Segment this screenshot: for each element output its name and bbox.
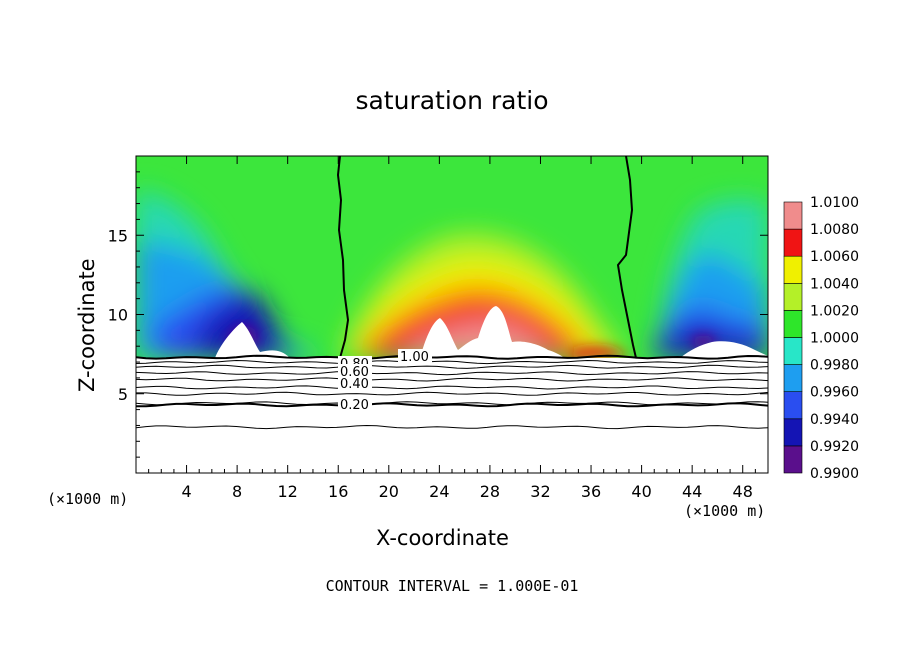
colorbar-label: 1.0040 xyxy=(810,276,859,292)
x-tick-label: 28 xyxy=(480,482,500,501)
x-tick-label: 20 xyxy=(379,482,399,501)
y-axis: 5 10 15 xyxy=(108,171,768,458)
x-axis-label: X-coordinate xyxy=(376,526,509,550)
contour-interval-note: CONTOUR INTERVAL = 1.000E-01 xyxy=(325,577,579,595)
x-tick-label: 44 xyxy=(682,482,702,501)
y-axis-label: Z-coordinate xyxy=(75,258,99,392)
x-tick-label: 16 xyxy=(328,482,348,501)
contour-line xyxy=(136,354,768,360)
vertical-contours xyxy=(336,156,637,359)
cloud-base-holes xyxy=(215,306,768,358)
colorbar-segment xyxy=(783,201,803,230)
contour-line xyxy=(136,424,768,430)
colorbar-label: 0.9900 xyxy=(810,466,859,482)
contour-line xyxy=(616,156,637,359)
colorbar-segment xyxy=(783,228,803,257)
y-tick-label: 10 xyxy=(108,306,128,325)
contour-line xyxy=(136,377,768,382)
contour-labels: 1.00 0.80 0.60 0.40 0.20 xyxy=(338,349,432,413)
colorbar-label: 0.9960 xyxy=(810,385,859,401)
colorbar-segment xyxy=(783,391,803,420)
contour-line xyxy=(136,402,768,408)
colorbar-segment xyxy=(783,364,803,393)
colorbar-segment xyxy=(783,445,803,474)
chart-title: saturation ratio xyxy=(355,86,549,115)
colorbar: 0.9900 0.9920 0.9940 0.9960 0.9980 1.0000 1.00… xyxy=(783,195,859,482)
x-axis: 4 8 12 16 20 24 28 32 36 40 44 48 xyxy=(148,156,756,501)
x-tick-label: 32 xyxy=(530,482,550,501)
saturation-field xyxy=(136,156,768,358)
x-unit-label-right: (×1000 m) xyxy=(684,502,766,520)
contour-label: 0.20 xyxy=(340,398,369,413)
contour-line xyxy=(136,385,768,390)
y-tick-label: 5 xyxy=(118,385,128,404)
colorbar-label: 1.0060 xyxy=(810,249,859,265)
colorbar-label: 1.0080 xyxy=(810,222,859,238)
x-tick-label: 48 xyxy=(733,482,753,501)
x-tick-label: 24 xyxy=(429,482,449,501)
colorbar-label: 0.9940 xyxy=(810,412,859,428)
colorbar-segment xyxy=(783,337,803,365)
x-unit-label-left: (×1000 m) xyxy=(47,490,129,508)
colorbar-label: 1.0100 xyxy=(810,195,859,211)
contour-line xyxy=(136,391,768,396)
colorbar-label: 1.0000 xyxy=(810,331,859,347)
colorbar-segment xyxy=(783,255,803,284)
contour-label: 0.40 xyxy=(340,377,369,392)
contour-label: 1.00 xyxy=(400,350,429,365)
horizontal-contours xyxy=(136,354,768,430)
x-tick-label: 4 xyxy=(181,482,191,501)
x-tick-label: 40 xyxy=(631,482,651,501)
colorbar-segment xyxy=(783,282,803,311)
colorbar-label: 0.9920 xyxy=(810,439,859,455)
colorbar-label: 1.0020 xyxy=(810,303,859,319)
colorbar-label: 0.9980 xyxy=(810,358,859,374)
contour-line xyxy=(136,371,768,376)
contour-line xyxy=(136,359,768,365)
x-tick-label: 8 xyxy=(232,482,242,501)
colorbar-segment xyxy=(783,310,803,338)
contour-line xyxy=(336,156,350,359)
colorbar-segment xyxy=(783,418,803,447)
contour-line xyxy=(136,364,768,369)
y-tick-label: 15 xyxy=(108,226,128,245)
x-tick-label: 12 xyxy=(278,482,298,501)
x-tick-label: 36 xyxy=(581,482,601,501)
right-dry-region xyxy=(650,200,768,358)
